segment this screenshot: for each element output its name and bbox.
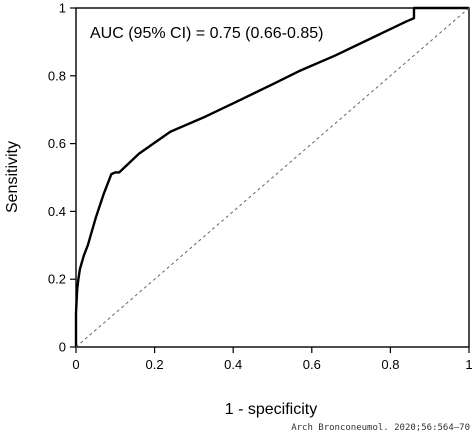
roc-curve-line (74, 6, 469, 347)
reference-diagonal-line (75, 7, 470, 348)
auc-annotation: AUC (95% CI) = 0.75 (0.66-0.85) (90, 25, 323, 42)
x-tick-label: 0.2 (146, 357, 164, 372)
plot-area (74, 6, 470, 348)
x-axis-title: 1 - specificity (225, 401, 317, 418)
x-tick-label: 1 (465, 357, 472, 372)
x-tick-label: 0.6 (303, 357, 321, 372)
x-tick-label: 0.8 (381, 357, 399, 372)
y-tick-label: 1 (59, 1, 66, 16)
y-tick-label: 0.6 (48, 136, 66, 151)
plot-frame (75, 7, 470, 348)
source-credit: Arch Bronconeumol. 2020;56:564–70 (291, 423, 470, 433)
axis-ticks: 0 0.2 0.4 0.6 0.8 1 0 0.2 0.4 0.6 0.8 1 (48, 1, 473, 373)
x-tick-label: 0 (72, 357, 79, 372)
y-tick-label: 0 (59, 340, 66, 355)
y-tick-label: 0.4 (48, 204, 66, 219)
y-tick-label: 0.8 (48, 68, 66, 83)
y-tick-label: 0.2 (48, 272, 66, 287)
y-axis-title: Sensitivity (4, 141, 21, 213)
x-tick-label: 0.4 (224, 357, 242, 372)
